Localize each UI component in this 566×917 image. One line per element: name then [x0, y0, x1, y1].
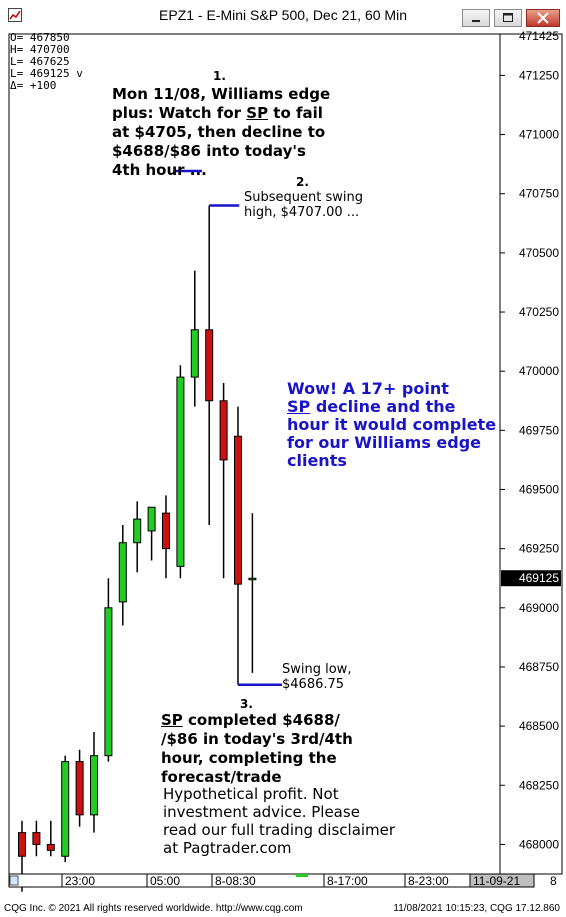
candle-body — [234, 435, 242, 585]
maximize-button[interactable] — [494, 9, 522, 27]
disclaimer-text: Hypothetical profit. Not investment advic… — [163, 785, 396, 857]
minimize-button[interactable] — [462, 9, 490, 27]
ohlc-row: O= 467850 — [10, 31, 70, 44]
candle-body — [219, 400, 228, 461]
y-tick-label: 469250 — [519, 542, 559, 556]
plot-area — [8, 33, 501, 875]
minimize-icon — [472, 20, 480, 22]
x-tick-label: 23:00 — [65, 874, 95, 888]
x-date-label: 11-09-21 — [473, 874, 520, 888]
window-title: EPZ1 - E-Mini S&P 500, Dec 21, 60 Min — [159, 7, 407, 23]
x-tick-label: 8-17:00 — [327, 874, 368, 888]
y-tick-label: 469500 — [519, 482, 559, 496]
close-icon — [537, 12, 549, 24]
timestamp-text: 11/08/2021 10:15:23, CQG 17.12.860 — [393, 903, 560, 914]
y-tick-label: 468500 — [519, 719, 559, 733]
candle-body — [61, 761, 70, 857]
y-tick-label: 470000 — [519, 364, 559, 378]
y-tick-label: 470750 — [519, 187, 559, 201]
ohlc-row: L= 467625 — [10, 55, 70, 68]
annotation-step1-text: Mon 11/08, Williams edge plus: Watch for … — [112, 85, 352, 180]
ohlc-row: H= 470700 — [10, 43, 70, 56]
annotation-swing-low: Swing low, $4686.75 — [282, 662, 352, 692]
candle-body — [190, 329, 199, 378]
annotation-step1-number: 1. — [213, 69, 226, 83]
y-axis-area — [499, 33, 563, 875]
candle-body — [32, 832, 41, 845]
x-date-box — [469, 873, 535, 888]
annotation-step2-number: 2. — [296, 175, 309, 189]
candle-body — [205, 329, 214, 402]
y-tick-label: 469000 — [519, 601, 559, 615]
price-chart: 468000 468250 468500 468750 469000 469250 4695… — [8, 31, 563, 892]
y-tick-label: 468750 — [519, 660, 559, 674]
maximize-icon — [503, 13, 513, 22]
candle-body — [162, 512, 170, 550]
x-tick-label: 8 — [550, 874, 557, 888]
session-marker — [296, 874, 308, 877]
annotation-callout: Wow! A 17+ point SP decline and the hour i… — [287, 379, 497, 470]
ohlc-row: L= 469125 v — [10, 67, 83, 80]
scroll-marker — [9, 875, 19, 886]
candle-body — [75, 761, 84, 816]
candle-body — [147, 506, 156, 532]
y-tick-label: 470500 — [519, 246, 559, 260]
copyright-text: CQG Inc. © 2021 All rights reserved worl… — [4, 903, 303, 914]
chart-window-icon — [8, 8, 22, 22]
candle-body — [90, 755, 98, 816]
annotation-step2-text: Subsequent swing high, $4707.00 ... — [244, 190, 363, 220]
last-price-box — [501, 570, 561, 587]
candle-body — [46, 843, 55, 851]
y-tick-label: 468250 — [519, 778, 559, 792]
status-footer: CQG Inc. © 2021 All rights reserved worl… — [0, 901, 566, 917]
last-price-label: 469125 — [519, 571, 559, 585]
x-tick-label: 8-08:30 — [215, 874, 256, 888]
chart-frame: 468000 468250 468500 468750 469000 469250 4695… — [0, 31, 566, 917]
candle-body — [133, 518, 142, 544]
y-tick-label: 470250 — [519, 305, 559, 319]
annotation-step3-number: 3. — [240, 697, 253, 711]
candle-body — [176, 376, 185, 567]
candle-body — [118, 542, 127, 603]
annotation-step1-body: Mon 11/08, Williams edge plus: Watch for … — [112, 85, 331, 179]
candle-body — [18, 832, 26, 857]
title-bar: EPZ1 - E-Mini S&P 500, Dec 21, 60 Min — [0, 0, 566, 31]
candle-body — [104, 607, 113, 757]
y-tick-label: 469750 — [519, 423, 559, 437]
ohlc-panel: O= 467850 H= 470700 L= 467625 L= 469125 v Δ=… — [10, 32, 83, 92]
annotation-step3-text: SP completed $4688//$86 in today's 3rd/4… — [161, 711, 353, 786]
y-tick-label: 471000 — [519, 128, 559, 142]
x-tick-label: 05:00 — [150, 874, 180, 888]
y-top-label: 471425 — [519, 31, 559, 43]
close-button[interactable] — [526, 9, 560, 27]
ohlc-row: Δ= +100 — [10, 79, 57, 92]
x-tick-label: 8-23:00 — [408, 874, 449, 888]
y-tick-label: 471250 — [519, 68, 559, 82]
candle-body — [248, 577, 257, 581]
y-tick-label: 468000 — [519, 837, 559, 851]
